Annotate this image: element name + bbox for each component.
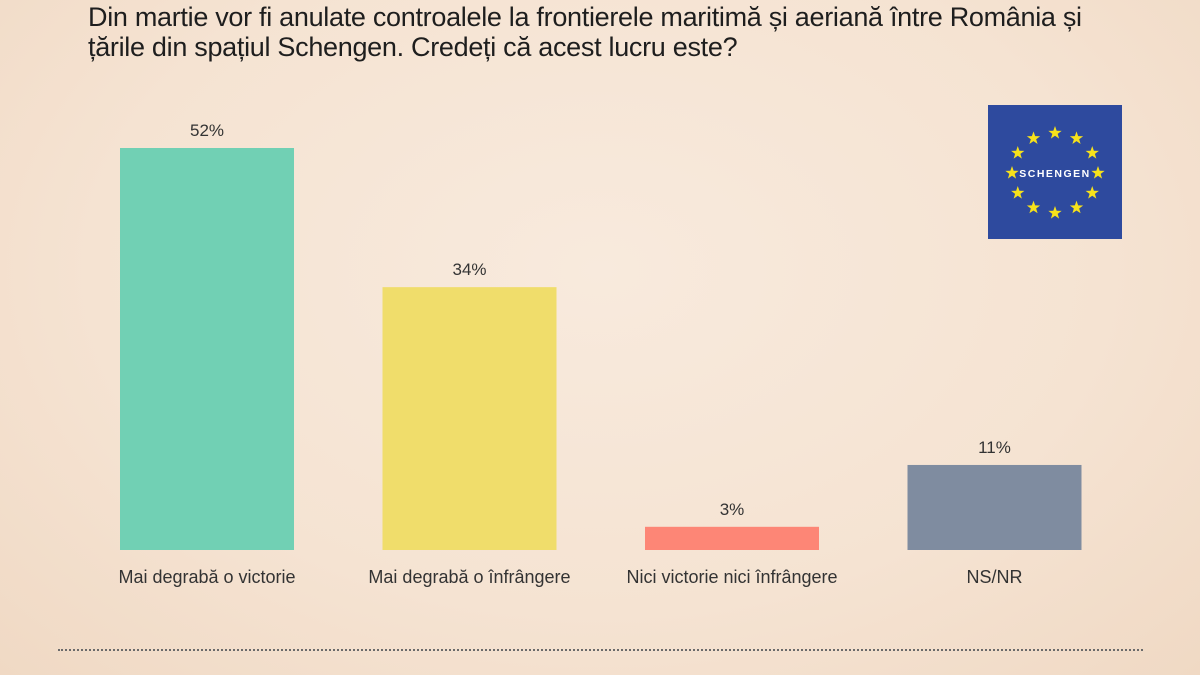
category-label: Mai degrabă o înfrângere: [368, 567, 570, 587]
flag-text: SCHENGEN: [1019, 168, 1091, 180]
schengen-flag-logo: SCHENGEN: [988, 105, 1122, 239]
star-icon: [1085, 146, 1099, 159]
star-icon: [1026, 131, 1041, 145]
bar: [645, 526, 819, 550]
data-label: 3%: [720, 500, 745, 519]
star-icon: [1069, 200, 1084, 214]
star-icon: [1011, 146, 1025, 159]
category-label: Nici victorie nici înfrângere: [626, 567, 837, 587]
star-icon: [1091, 166, 1105, 179]
star-icon: [1069, 131, 1084, 145]
star-icon: [1005, 166, 1019, 179]
data-label: 34%: [452, 260, 486, 279]
category-label: NS/NR: [966, 567, 1022, 587]
category-label: Mai degrabă o victorie: [118, 567, 295, 587]
bar: [120, 148, 294, 550]
star-icon: [1026, 200, 1041, 214]
bar: [382, 287, 557, 550]
data-label: 11%: [978, 438, 1011, 457]
chart-title: Din martie vor fi anulate controalele la…: [88, 2, 1082, 62]
star-icon: [1011, 186, 1025, 199]
data-label: 52%: [190, 121, 224, 140]
star-icon: [1048, 126, 1062, 139]
star-icon: [1048, 206, 1062, 219]
bar: [907, 464, 1082, 550]
footer-divider: [58, 649, 1143, 651]
star-icon: [1085, 186, 1099, 199]
